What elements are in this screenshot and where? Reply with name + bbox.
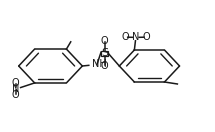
Text: O: O — [101, 61, 109, 71]
Text: O: O — [12, 77, 20, 88]
FancyBboxPatch shape — [101, 51, 108, 56]
Text: O: O — [143, 32, 150, 42]
Text: NH: NH — [92, 59, 107, 69]
Text: O: O — [101, 36, 109, 46]
Text: O: O — [12, 90, 20, 100]
Text: S: S — [101, 48, 108, 58]
Text: N: N — [132, 32, 140, 43]
Text: N: N — [12, 84, 19, 94]
Text: O: O — [121, 32, 129, 42]
